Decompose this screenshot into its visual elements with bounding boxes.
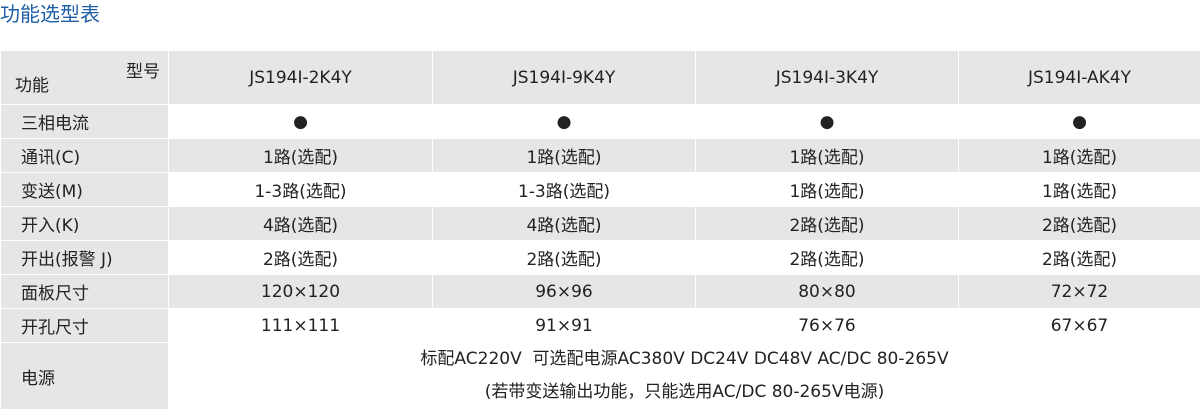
table-row: 面板尺寸 120×120 96×96 80×80 72×72 (0, 274, 1200, 309)
power-line: (若带变送输出功能，只能选用AC/DC 80-265V电源) (484, 382, 885, 402)
cell: 2路(选配) (432, 240, 696, 275)
power-row: 电源 标配AC220V 可选配电源AC380V DC24V DC48V AC/DC… (0, 342, 1200, 410)
page-title: 功能选型表 (0, 2, 100, 26)
cell: 1路(选配) (695, 138, 959, 173)
row-label: 开出(报警 J) (0, 240, 169, 275)
cell: ● (958, 104, 1200, 139)
row-label: 面板尺寸 (0, 274, 169, 309)
table-row: 通讯(C) 1路(选配) 1路(选配) 1路(选配) 1路(选配) (0, 138, 1200, 173)
cell: 1路(选配) (958, 138, 1200, 173)
table-row: 开出(报警 J) 2路(选配) 2路(选配) 2路(选配) 2路(选配) (0, 240, 1200, 275)
cell: 91×91 (432, 308, 696, 343)
power-line: 标配AC220V 可选配电源AC380V DC24V DC48V AC/DC 8… (420, 349, 949, 369)
selection-table: 型号 功能 JS194I-2K4Y JS194I-9K4Y JS194I-3K4Y JS1… (0, 50, 1200, 410)
cell: 120×120 (168, 274, 433, 309)
row-label: 开入(K) (0, 206, 169, 241)
cell: 1路(选配) (695, 172, 959, 207)
model-header: JS194I-9K4Y (432, 50, 696, 105)
table-row: 开入(K) 4路(选配) 4路(选配) 2路(选配) 2路(选配) (0, 206, 1200, 241)
model-header: JS194I-3K4Y (695, 50, 959, 105)
cell: 2路(选配) (695, 240, 959, 275)
corner-top: 型号 (126, 62, 160, 82)
cell: 2路(选配) (168, 240, 433, 275)
table-row: 三相电流 ● ● ● ● (0, 104, 1200, 139)
cell: 4路(选配) (168, 206, 433, 241)
power-cell: 标配AC220V 可选配电源AC380V DC24V DC48V AC/DC 8… (168, 342, 1200, 410)
row-label: 开孔尺寸 (0, 308, 169, 343)
model-header: JS194I-AK4Y (958, 50, 1200, 105)
cell: 1-3路(选配) (168, 172, 433, 207)
cell: 72×72 (958, 274, 1200, 309)
cell: 1路(选配) (168, 138, 433, 173)
table-row: 开孔尺寸 111×111 91×91 76×76 67×67 (0, 308, 1200, 343)
cell: 67×67 (958, 308, 1200, 343)
cell: ● (168, 104, 433, 139)
cell: 1-3路(选配) (432, 172, 696, 207)
corner-cell: 型号功能 (0, 50, 169, 105)
row-label: 三相电流 (0, 104, 169, 139)
cell: 2路(选配) (958, 240, 1200, 275)
cell: ● (695, 104, 959, 139)
cell: 4路(选配) (432, 206, 696, 241)
cell: 76×76 (695, 308, 959, 343)
header-row: 型号 功能 JS194I-2K4Y JS194I-9K4Y JS194I-3K4Y JS1… (0, 50, 1200, 105)
cell: 2路(选配) (958, 206, 1200, 241)
row-label: 电源 (0, 342, 169, 410)
corner-bottom: 功能 (15, 76, 49, 96)
cell: 96×96 (432, 274, 696, 309)
cell: 2路(选配) (695, 206, 959, 241)
row-label: 通讯(C) (0, 138, 169, 173)
row-label: 变送(M) (0, 172, 169, 207)
cell: 1路(选配) (432, 138, 696, 173)
table-row: 变送(M) 1-3路(选配) 1-3路(选配) 1路(选配) 1路(选配) (0, 172, 1200, 207)
cell: 111×111 (168, 308, 433, 343)
cell: 1路(选配) (958, 172, 1200, 207)
cell: ● (432, 104, 696, 139)
cell: 80×80 (695, 274, 959, 309)
model-header: JS194I-2K4Y (168, 50, 433, 105)
